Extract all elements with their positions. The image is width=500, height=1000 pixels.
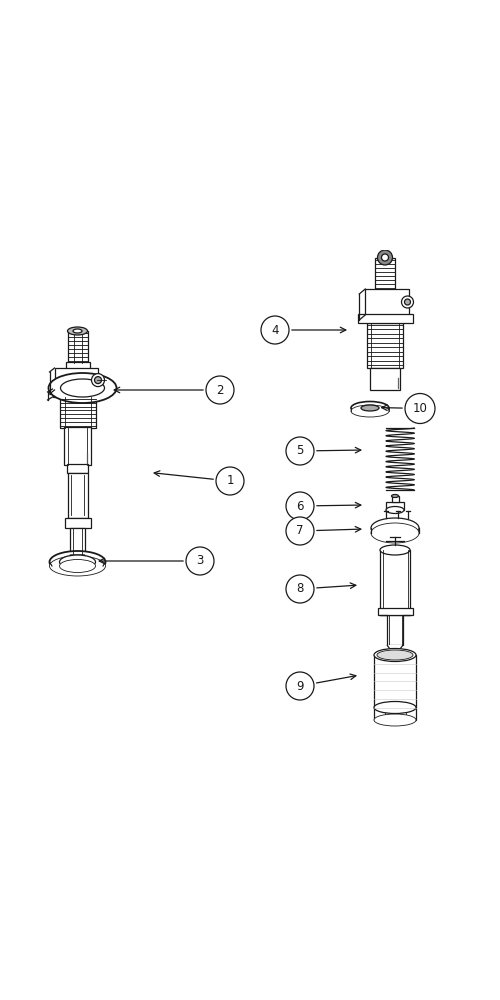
Bar — [64, 428, 91, 465]
Ellipse shape — [374, 648, 416, 662]
Circle shape — [286, 575, 314, 603]
Circle shape — [92, 374, 104, 387]
Bar — [358, 314, 412, 322]
Bar — [367, 322, 403, 367]
Ellipse shape — [374, 714, 416, 726]
Ellipse shape — [351, 405, 389, 417]
Bar — [380, 550, 410, 615]
Text: 6: 6 — [296, 499, 304, 512]
Ellipse shape — [60, 560, 96, 572]
Ellipse shape — [73, 329, 82, 333]
Text: 10: 10 — [412, 402, 428, 415]
Bar — [70, 528, 85, 555]
Circle shape — [94, 377, 102, 384]
Bar — [52, 389, 102, 397]
Ellipse shape — [60, 555, 96, 569]
Circle shape — [378, 250, 392, 265]
Circle shape — [286, 517, 314, 545]
Text: 3: 3 — [196, 554, 203, 568]
Ellipse shape — [380, 545, 410, 555]
Ellipse shape — [68, 327, 87, 335]
Circle shape — [382, 254, 388, 261]
Circle shape — [206, 376, 234, 404]
Ellipse shape — [371, 523, 419, 543]
Circle shape — [286, 672, 314, 700]
Polygon shape — [70, 555, 85, 570]
Circle shape — [261, 316, 289, 344]
Bar — [374, 708, 416, 720]
Ellipse shape — [371, 518, 419, 538]
Bar — [375, 257, 395, 290]
Circle shape — [286, 437, 314, 465]
Bar — [370, 367, 400, 390]
Ellipse shape — [48, 373, 116, 403]
Bar — [60, 397, 96, 428]
Bar — [64, 518, 90, 528]
Polygon shape — [54, 368, 98, 390]
Text: 9: 9 — [296, 680, 304, 692]
Bar — [68, 331, 87, 362]
Ellipse shape — [386, 506, 404, 514]
Circle shape — [405, 393, 435, 424]
Circle shape — [404, 299, 410, 305]
Text: 4: 4 — [271, 324, 279, 336]
Circle shape — [402, 296, 413, 308]
Text: 2: 2 — [216, 383, 224, 396]
Text: 7: 7 — [296, 524, 304, 538]
Bar — [387, 615, 403, 645]
Ellipse shape — [377, 650, 413, 660]
Ellipse shape — [60, 379, 104, 397]
Bar — [378, 607, 412, 615]
Ellipse shape — [374, 702, 416, 714]
Text: 8: 8 — [296, 582, 304, 595]
Circle shape — [216, 467, 244, 495]
Polygon shape — [387, 645, 403, 656]
Ellipse shape — [392, 494, 398, 497]
Bar — [386, 502, 404, 510]
Bar — [374, 655, 416, 708]
Text: 5: 5 — [296, 444, 304, 458]
Bar — [66, 361, 90, 369]
Bar — [67, 464, 88, 473]
Ellipse shape — [361, 405, 379, 411]
Bar — [68, 473, 87, 518]
Ellipse shape — [50, 556, 106, 576]
Ellipse shape — [50, 551, 106, 573]
Bar — [392, 496, 398, 502]
Text: 1: 1 — [226, 475, 234, 488]
Ellipse shape — [351, 401, 389, 414]
Circle shape — [186, 547, 214, 575]
Circle shape — [286, 492, 314, 520]
Polygon shape — [365, 289, 409, 315]
